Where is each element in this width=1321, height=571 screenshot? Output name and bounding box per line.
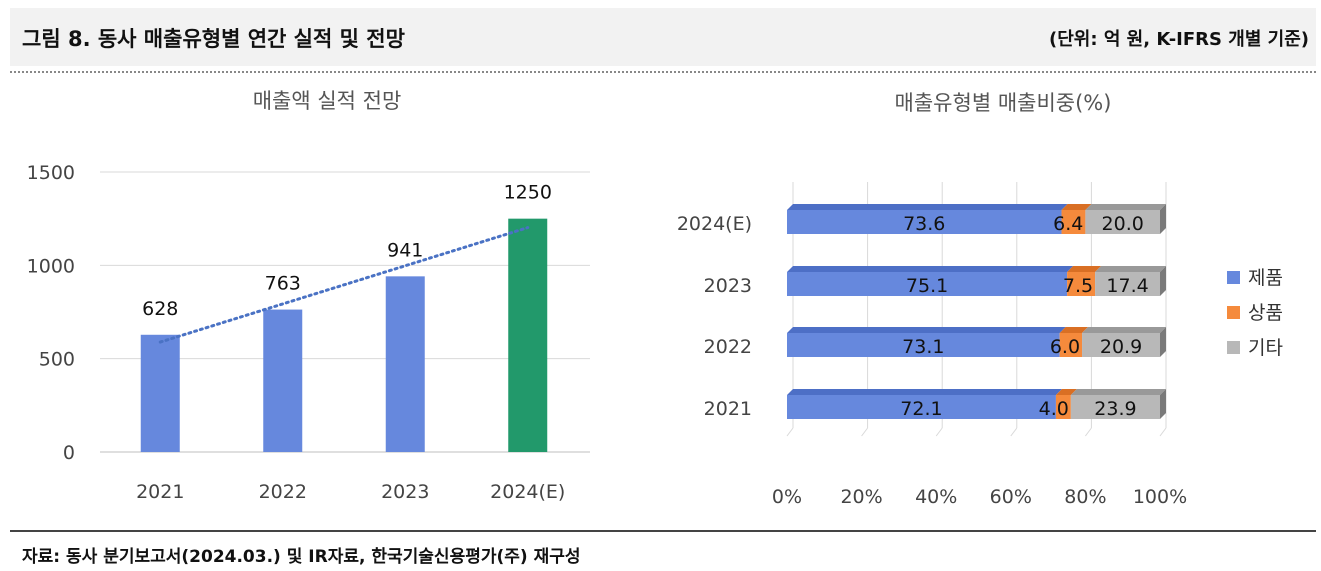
unit-note: (단위: 억 원, K-IFRS 개별 기준) xyxy=(1049,29,1309,50)
segment-data-label: 75.1 xyxy=(906,275,948,297)
revenue-y-axis: 0 500 1000 1500 xyxy=(27,162,75,464)
revenue-x-axis: 2021 2022 2023 2024(E) xyxy=(136,481,565,503)
mix-y-axis: 2021 2022 2023 2024(E) xyxy=(677,213,752,420)
stack-segment xyxy=(1067,272,1096,296)
revenue-data-label: 1250 xyxy=(504,182,552,204)
segment-data-label: 7.5 xyxy=(1063,275,1093,297)
y-tick-label: 0 xyxy=(63,442,75,464)
x-tick-label: 2021 xyxy=(136,481,184,503)
segment-data-label: 20.0 xyxy=(1102,213,1144,235)
stack-segment xyxy=(1085,210,1160,234)
stack-segment xyxy=(1070,395,1160,419)
revenue-bars xyxy=(140,218,548,452)
stack-segment xyxy=(1059,333,1083,357)
mix-chart-title: 매출유형별 매출비중(%) xyxy=(895,91,1112,115)
gridline-x-floor xyxy=(1010,427,1018,437)
x-tick-label: 80% xyxy=(1064,486,1106,508)
revenue-chart-title: 매출액 실적 전망 xyxy=(253,89,402,113)
segment-top-face xyxy=(787,327,1066,333)
x-tick-label: 0% xyxy=(772,486,802,508)
y-tick-label: 2023 xyxy=(704,275,752,297)
stack-segment xyxy=(1095,272,1160,296)
segment-top-face xyxy=(787,266,1074,272)
stack-segment xyxy=(787,333,1060,357)
stack-segment xyxy=(787,272,1068,296)
stack-segment xyxy=(1061,210,1086,234)
legend-swatch xyxy=(1227,341,1240,354)
segment-top-face xyxy=(1082,327,1166,333)
y-tick-label: 2022 xyxy=(704,336,752,358)
legend-label: 상품 xyxy=(1248,302,1283,324)
x-tick-label: 20% xyxy=(840,486,882,508)
revenue-bar xyxy=(140,334,180,452)
y-tick-label: 2024(E) xyxy=(677,213,752,235)
revenue-data-label: 941 xyxy=(387,239,423,261)
gridline-x-floor xyxy=(786,427,794,437)
stack-segment xyxy=(787,395,1056,419)
mix-x-axis: 0% 20% 40% 60% 80% 100% xyxy=(772,486,1187,508)
stack-segment xyxy=(1082,333,1160,357)
y-tick-label: 1000 xyxy=(27,255,75,277)
stack-segment xyxy=(1055,395,1071,419)
header-divider xyxy=(10,71,1316,73)
bar-end-face xyxy=(1160,204,1166,234)
revenue-data-label: 763 xyxy=(265,273,301,295)
segment-top-face xyxy=(1055,389,1077,395)
segment-top-face xyxy=(1095,266,1166,272)
bar-end-face xyxy=(1160,266,1166,296)
x-tick-label: 2024(E) xyxy=(490,481,565,503)
segment-top-face xyxy=(1070,389,1166,395)
revenue-data-labels: 628 763 941 1250 xyxy=(142,182,552,320)
segment-data-label: 17.4 xyxy=(1106,275,1148,297)
x-tick-label: 2022 xyxy=(259,481,307,503)
segment-data-label: 20.9 xyxy=(1100,336,1142,358)
legend-label: 제품 xyxy=(1248,267,1283,289)
mix-bars: 72.1 4.0 23.9 73.1 6.0 20.9 75.1 7.5 17.4 73.6 6.4… xyxy=(787,204,1166,420)
revenue-chart: 매출액 실적 전망 0 500 1000 1500 628 763 941 1250 202… xyxy=(27,89,590,503)
x-tick-label: 2023 xyxy=(381,481,429,503)
y-tick-label: 1500 xyxy=(27,162,75,184)
gridline-x-floor xyxy=(1159,427,1167,437)
segment-data-label: 6.4 xyxy=(1053,213,1083,235)
footer-divider xyxy=(10,530,1316,532)
segment-data-label: 4.0 xyxy=(1039,398,1069,420)
header-band xyxy=(10,8,1316,66)
revenue-trendline xyxy=(158,226,530,344)
segment-top-face xyxy=(787,204,1068,210)
gridline-x-floor xyxy=(1085,427,1092,437)
segment-data-label: 72.1 xyxy=(900,398,942,420)
revenue-bar xyxy=(508,218,548,452)
x-tick-label: 40% xyxy=(915,486,957,508)
bar-end-face xyxy=(1160,327,1166,357)
legend-swatch xyxy=(1227,271,1240,284)
segment-data-label: 6.0 xyxy=(1050,336,1080,358)
x-tick-label: 60% xyxy=(990,486,1032,508)
segment-top-face xyxy=(1059,327,1089,333)
segment-data-label: 73.6 xyxy=(903,213,945,235)
y-tick-label: 500 xyxy=(39,349,75,371)
x-tick-label: 100% xyxy=(1133,486,1187,508)
legend-swatch xyxy=(1227,306,1240,319)
revenue-bar xyxy=(263,309,303,452)
revenue-data-label: 628 xyxy=(142,298,178,320)
figure-title: 그림 8. 동사 매출유형별 연간 실적 및 전망 xyxy=(22,27,405,51)
y-tick-label: 2021 xyxy=(704,398,752,420)
source-note: 자료: 동사 분기보고서(2024.03.) 및 IR자료, 한국기술신용평가(… xyxy=(22,547,581,567)
legend-label: 기타 xyxy=(1248,337,1283,359)
mix-chart: 매출유형별 매출비중(%) 72.1 4.0 23.9 73.1 6.0 20.9 75.1… xyxy=(677,91,1283,508)
bar-end-face xyxy=(1160,389,1166,419)
segment-data-label: 73.1 xyxy=(902,336,944,358)
gridline-x-floor xyxy=(935,427,943,437)
gridline-x-floor xyxy=(861,427,868,437)
segment-data-label: 23.9 xyxy=(1094,398,1136,420)
stack-segment xyxy=(787,210,1062,234)
segment-top-face xyxy=(1085,204,1166,210)
segment-top-face xyxy=(1067,266,1102,272)
segment-top-face xyxy=(787,389,1062,395)
revenue-bar xyxy=(385,276,425,452)
trend-line xyxy=(158,226,530,344)
segment-top-face xyxy=(1061,204,1092,210)
